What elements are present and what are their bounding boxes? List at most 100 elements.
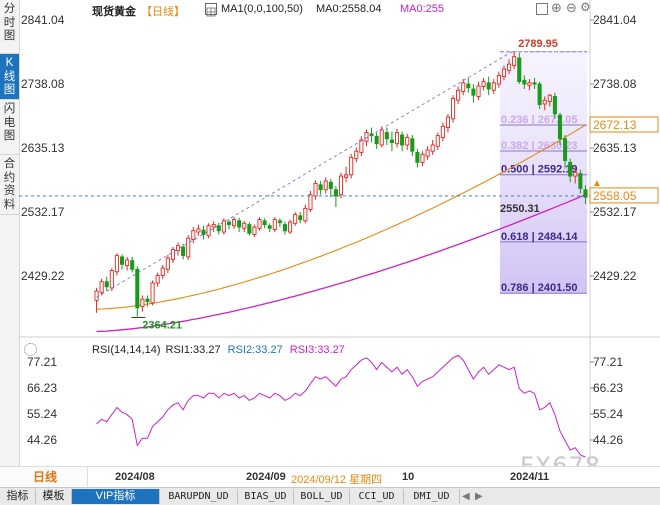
time-axis-strip [0,466,660,488]
candle-body [109,270,114,289]
rsi-header: RSI(14,14,14) RSI1:33.27 RSI2:33.27 RSI3… [92,344,345,356]
candle-body [303,207,308,222]
toolbar-scroll-left[interactable]: ◀ [462,491,470,502]
tab-timeshare[interactable]: 分时图 [0,0,19,54]
tab-contract-info[interactable]: 合约资料 [0,155,19,215]
candle-body [262,220,267,225]
candle-body [445,116,450,129]
toolbar-template[interactable]: 模板 [36,489,72,504]
rsi-settings-icon[interactable] [24,343,37,356]
candle-body [196,228,201,233]
candle-body [517,57,522,83]
candle-body [226,221,231,225]
fibonacci-overlay: 0.236 | 2672.05 0.382 | 2630.23 0.500 | 25… [500,51,587,294]
moving-averages [96,124,586,333]
rsi-tick-label: 66.23 [593,381,623,395]
candle-body [374,135,379,145]
price-tick-label-left: 2429.22 [21,269,65,283]
rsi1-value: RSI1:33.27 [165,344,221,356]
fib-level-label: 0.500 | 2592.19 [501,164,577,176]
candle-body [486,82,491,90]
ma-tag-box [589,116,659,133]
candle-body [181,246,186,257]
period-selector[interactable]: 日线 [0,467,88,487]
candle-body [232,219,237,227]
rsi-title: RSI(14,14,14) [92,344,161,356]
price-tick-label-left: 2841.04 [21,13,65,27]
tab-flash[interactable]: 闪电图 [0,100,19,155]
rsi-line [96,354,586,458]
toolbar-vip-indicator[interactable]: VIP指标 [72,489,160,504]
candle-body [476,85,481,97]
time-label-sep: 2024/09 [246,471,286,483]
candle-body [201,229,206,235]
tab-kline[interactable]: K线图 [0,54,19,100]
candle-body [461,82,466,92]
price-tick-label: 2635.13 [593,141,637,155]
candle-body [537,83,542,106]
toolbar-barupdn[interactable]: BARUPDN_UD [160,489,238,504]
low-label: 2364.21 [142,319,182,331]
price-tick-label-left: 2635.13 [21,141,65,155]
candle-body [288,221,293,233]
candle-body [405,137,410,146]
candle-body [150,282,155,304]
rsi-tick-label: 44.26 [593,433,623,447]
rsi-tick-label: 77.21 [593,355,623,369]
rsi-tick-label-left: 55.24 [27,407,57,421]
indicator-settings-icon[interactable] [205,3,217,17]
chart-header: 现货黄金 【日线】 [92,3,185,19]
candle-body [308,194,313,211]
candle-body [114,255,119,273]
time-label-aug: 2024/08 [115,471,155,483]
candle-body [104,281,109,288]
rsi2-value: RSI2:33.27 [227,344,283,356]
candle-body [349,156,354,176]
candle-body [578,173,583,189]
candle-body [313,183,318,197]
candle-body [328,181,333,189]
candle-body [456,89,461,101]
ma0b-value: MA0:255 [400,3,445,15]
settings-icon[interactable]: ⚙ [580,0,591,14]
candle-body [125,259,130,267]
candle-body [318,184,323,191]
toolbar-indicator[interactable]: 指标 [0,489,36,504]
candle-body [420,153,425,163]
high-label: 2789.95 [518,38,558,50]
screenshot-icon[interactable] [536,3,548,15]
candle-body [415,151,420,163]
ma0-value: MA0:2558.04 [316,3,382,15]
candle-body [466,83,471,89]
toolbar-scroll-right[interactable]: ▶ [475,491,483,502]
chart-area[interactable]: 2841.04 2841.04 2738.08 2738.08 2635.13 2635.… [19,0,660,466]
candle-body [237,220,242,228]
candle-body [547,94,552,102]
candle-body [155,275,160,284]
candlesticks [94,51,588,317]
candle-body [216,225,221,232]
candle-body [425,149,430,157]
candle-body [491,82,496,91]
candle-body [394,132,400,145]
zoom-in-icon[interactable]: ⊕ [551,0,562,15]
toolbar-bias[interactable]: BIAS_UD [238,489,294,504]
ma-tag-label: 2672.13 [593,118,637,132]
rsi-tick-label-left: 44.26 [27,433,57,447]
toolbar-dmi[interactable]: DMI_UD [404,489,460,504]
ma0b-line [96,194,586,333]
toolbar-boll[interactable]: BOLL_UD [294,489,350,504]
candle-body [277,220,282,224]
candle-body [333,189,338,197]
candle-body [211,224,216,228]
candle-body [298,215,303,221]
candle-body [293,214,298,224]
time-label-cursor: 2024/09/12 星期四 [291,474,383,486]
candle-body [94,290,99,301]
fib-level-label: 0.236 | 2672.05 [501,114,577,126]
toolbar-cci[interactable]: CCI_UD [350,489,404,504]
zoom-out-icon[interactable]: ⊖ [566,0,577,15]
fib-zone [500,51,587,294]
candle-body [267,225,272,229]
price-tick-label: 2532.17 [593,205,637,219]
